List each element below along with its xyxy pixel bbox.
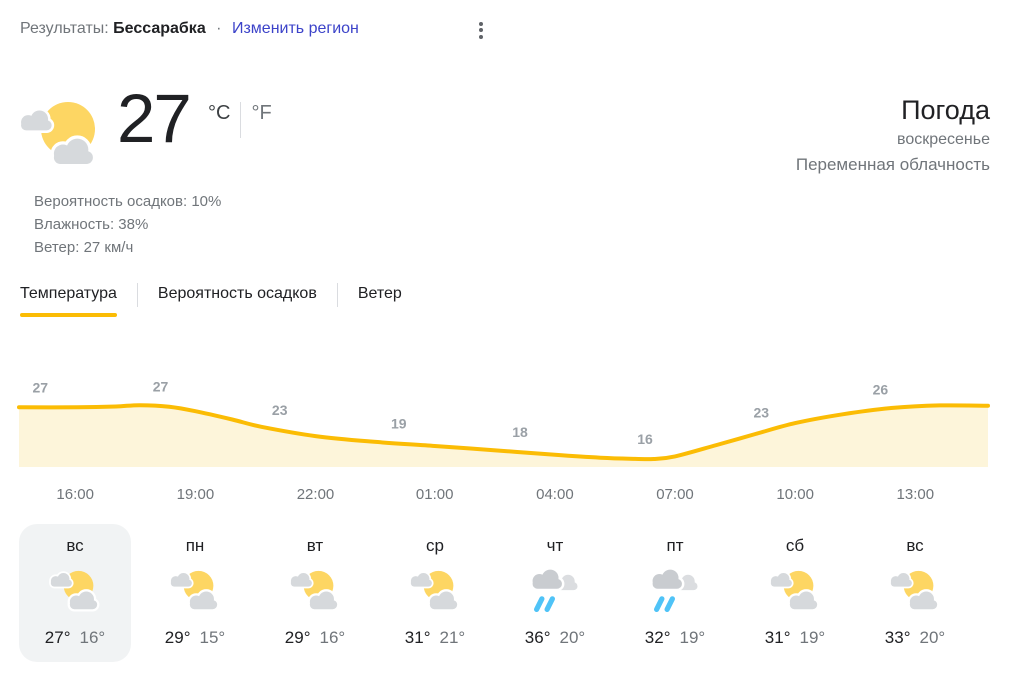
partly-cloudy-icon (167, 563, 223, 619)
forecast-day[interactable]: вс 27° 16° (19, 524, 131, 662)
low-temp: 16° (79, 628, 106, 647)
low-temp: 20° (559, 628, 586, 647)
high-temp: 33° (884, 628, 911, 647)
tab-divider (336, 283, 338, 307)
chart-time-label: 13:00 (897, 486, 935, 503)
temperature-area (19, 405, 988, 467)
precipitation-detail: Вероятность осадков: 10% (34, 193, 222, 210)
day-label: пн (185, 536, 205, 555)
high-temp: 32° (644, 628, 671, 647)
day-label: сб (785, 536, 805, 555)
partly-cloudy-icon (287, 563, 343, 619)
chart-time-label: 01:00 (416, 486, 454, 503)
chart-tabs: Температура Вероятность осадков Ветер (20, 283, 402, 317)
unit-toggle: °C °F (208, 102, 272, 138)
forecast-day[interactable]: пт 32° 19° (619, 524, 731, 662)
rain-icon (527, 563, 583, 619)
wind-detail: Ветер: 27 км/ч (34, 239, 134, 256)
daily-forecast: вс 27° 16° пн 29° 15° вт 29° 16° ср 31° 21° чт 36° 20°… (19, 524, 971, 662)
day-temps: 32° 19° (645, 628, 705, 648)
day-label: чт (546, 536, 564, 555)
location-name: Бессарабка (113, 20, 206, 37)
low-temp: 19° (679, 628, 706, 647)
results-label: Результаты: (20, 20, 109, 37)
tab-temperature[interactable]: Температура (20, 285, 117, 317)
day-label: вс (906, 536, 924, 555)
chart-time-label: 04:00 (536, 486, 574, 503)
low-temp: 19° (799, 628, 826, 647)
forecast-day[interactable]: чт 36° 20° (499, 524, 611, 662)
current-temperature: 27 (117, 80, 192, 157)
high-temp: 31° (404, 628, 431, 647)
widget-title: Погода (901, 95, 990, 125)
forecast-day[interactable]: ср 31° 21° (379, 524, 491, 662)
chart-time-label: 19:00 (177, 486, 215, 503)
day-temps: 29° 15° (165, 628, 225, 648)
chart-time-label: 10:00 (776, 486, 814, 503)
chart-temp-label: 27 (153, 378, 169, 394)
high-temp: 29° (164, 628, 191, 647)
day-temps: 27° 16° (45, 628, 105, 648)
day-label: вс (66, 536, 84, 555)
celsius-button[interactable]: °C (208, 102, 231, 124)
day-label: пт (666, 536, 684, 555)
forecast-day[interactable]: вт 29° 16° (259, 524, 371, 662)
fahrenheit-button[interactable]: °F (251, 102, 272, 124)
condition-block: Погода воскресенье Переменная облачность (796, 92, 990, 177)
temperature-chart[interactable]: 27 27 23 19 18 16 23 26 16:00 19:00 22:00 01:00 04:0… (0, 375, 1024, 505)
day-temps: 33° 20° (885, 628, 945, 648)
tab-divider (136, 283, 138, 307)
rain-icon (647, 563, 703, 619)
low-temp: 20° (919, 628, 946, 647)
partly-cloudy-icon (47, 563, 103, 619)
forecast-day[interactable]: сб 31° 19° (739, 524, 851, 662)
chart-time-label: 07:00 (656, 486, 694, 503)
unit-divider (240, 102, 242, 138)
chart-temp-label: 16 (637, 431, 653, 447)
day-label: вт (306, 536, 324, 555)
chart-temp-label: 26 (873, 381, 889, 397)
temperature-line (17, 403, 990, 462)
tab-wind[interactable]: Ветер (357, 285, 402, 302)
high-temp: 36° (524, 628, 551, 647)
chart-temp-label: 27 (33, 379, 49, 395)
tab-precipitation[interactable]: Вероятность осадков (157, 285, 317, 302)
day-temps: 36° 20° (525, 628, 585, 648)
chart-time-label: 22:00 (297, 486, 335, 503)
current-details: Вероятность осадков: 10% Влажность: 38% … (34, 190, 221, 259)
day-temps: 29° 16° (285, 628, 345, 648)
humidity-detail: Влажность: 38% (34, 216, 149, 233)
chart-temp-label: 18 (512, 424, 528, 440)
current-day: воскресенье (897, 131, 990, 148)
partly-cloudy-icon (767, 563, 823, 619)
high-temp: 31° (764, 628, 791, 647)
chart-temp-label: 19 (391, 416, 407, 432)
day-temps: 31° 21° (405, 628, 465, 648)
day-temps: 31° 19° (765, 628, 825, 648)
low-temp: 21° (439, 628, 466, 647)
current-condition: Переменная облачность (795, 155, 990, 174)
high-temp: 29° (284, 628, 311, 647)
partly-cloudy-icon (18, 96, 106, 174)
chart-temp-label: 23 (754, 404, 770, 420)
change-region-link[interactable]: Изменить регион (231, 20, 359, 37)
chart-temp-label: 23 (272, 402, 288, 418)
low-temp: 15° (199, 628, 226, 647)
more-options-icon[interactable] (470, 19, 492, 41)
forecast-day[interactable]: вс 33° 20° (859, 524, 971, 662)
result-bar: Результаты: Бессарабка · Изменить регион (20, 20, 359, 38)
forecast-day[interactable]: пн 29° 15° (139, 524, 251, 662)
partly-cloudy-icon (887, 563, 943, 619)
day-label: ср (426, 536, 444, 555)
separator-dot: · (216, 20, 222, 37)
partly-cloudy-icon (407, 563, 463, 619)
low-temp: 16° (319, 628, 346, 647)
high-temp: 27° (44, 628, 71, 647)
chart-time-label: 16:00 (56, 486, 94, 503)
